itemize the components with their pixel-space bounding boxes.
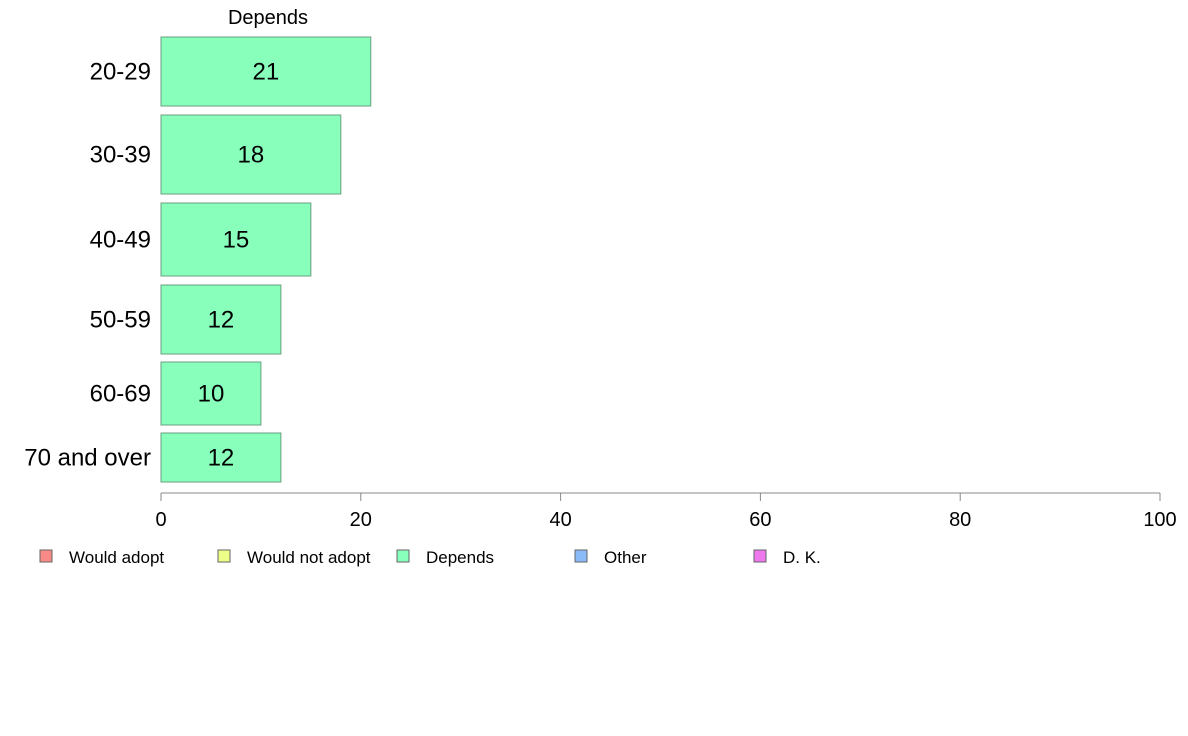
- legend: Would adopt Would not adopt Depends Other D.…: [39, 548, 821, 567]
- legend-label: D. K.: [783, 548, 821, 567]
- bar-value-label: 15: [223, 227, 250, 254]
- x-tick-label: 100: [1143, 509, 1176, 531]
- legend-label: Would not adopt: [247, 548, 371, 567]
- bar-60-69: [160, 361, 262, 426]
- category-label: 40-49: [90, 227, 151, 254]
- legend-label: Other: [604, 548, 647, 567]
- x-tick-label: 80: [949, 509, 971, 531]
- x-tick-label: 60: [749, 509, 771, 531]
- category-label: 50-59: [90, 307, 151, 334]
- category-label: 20-29: [90, 59, 151, 86]
- legend-swatch: [753, 549, 767, 563]
- bar-value-label: 21: [253, 59, 280, 86]
- legend-swatch: [39, 549, 53, 563]
- x-tick-label: 40: [549, 509, 571, 531]
- category-label: 60-69: [90, 381, 151, 408]
- bar-value-label: 12: [208, 445, 235, 472]
- bar-20-29: [160, 36, 372, 107]
- legend-swatch: [217, 549, 231, 563]
- bar-value-label: 12: [208, 307, 235, 334]
- legend-label: Would adopt: [69, 548, 164, 567]
- x-tick-label: 0: [155, 509, 166, 531]
- series-title: Depends: [228, 7, 308, 29]
- legend-label: Depends: [426, 548, 494, 567]
- legend-swatch: [396, 549, 410, 563]
- bars-group: 20-29 21 30-39 18 40-49 15 50-59 12 60-69 10 70 an…: [24, 36, 372, 483]
- category-label: 70 and over: [24, 445, 151, 472]
- bar-value-label: 10: [198, 381, 225, 408]
- bar-40-49: [160, 202, 312, 277]
- bar-30-39: [160, 114, 342, 195]
- bar-value-label: 18: [238, 142, 265, 169]
- legend-swatch: [574, 549, 588, 563]
- bar-70-and-over: [160, 432, 282, 483]
- category-label: 30-39: [90, 142, 151, 169]
- x-tick-label: 20: [350, 509, 372, 531]
- x-axis: 0 20 40 60 80 100: [155, 492, 1177, 531]
- bar-50-59: [160, 284, 282, 355]
